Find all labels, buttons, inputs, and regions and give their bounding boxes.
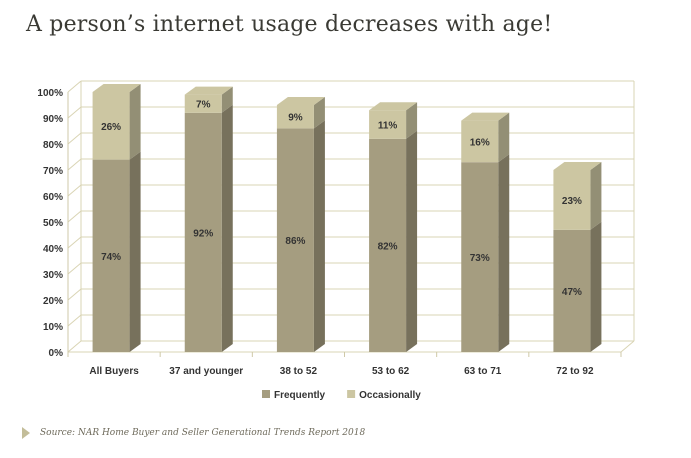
- legend-label-occasionally: Occasionally: [359, 390, 421, 401]
- gridline-depth: [67, 184, 82, 197]
- bar-frequently: [276, 128, 314, 352]
- bar-side-occasionally: [498, 112, 510, 163]
- data-label: 86%: [285, 236, 305, 247]
- bar-occasionally: [461, 120, 499, 163]
- data-label: 74%: [101, 252, 121, 263]
- bar-side-occasionally: [129, 84, 141, 160]
- bar-frequently: [553, 229, 591, 352]
- x-tick-label: 53 to 62: [372, 366, 410, 377]
- bar-side-occasionally: [590, 162, 602, 230]
- bar-top-occasionally: [184, 86, 233, 95]
- floor-right-edge: [620, 340, 635, 353]
- gridline-depth: [67, 236, 82, 249]
- legend-swatch-frequently: [262, 390, 270, 398]
- y-tick-label: 20%: [43, 296, 63, 307]
- bar-side-frequently: [129, 151, 141, 352]
- x-tick-label: 72 to 92: [556, 366, 594, 377]
- gridline-depth: [67, 288, 82, 301]
- bar-occasionally: [553, 170, 591, 230]
- bar-side-frequently: [313, 120, 325, 353]
- bar-occasionally: [276, 105, 314, 129]
- triangle-bullet-icon: [22, 427, 30, 439]
- data-label: 26%: [101, 122, 121, 133]
- data-label: 16%: [470, 137, 490, 148]
- x-tick-label: 63 to 71: [464, 366, 502, 377]
- data-label: 82%: [378, 241, 398, 252]
- bar-side-frequently: [498, 154, 510, 352]
- bar-frequently: [184, 112, 222, 352]
- data-label: 23%: [562, 196, 582, 207]
- chart-title: A person’s internet usage decreases with…: [26, 12, 553, 37]
- data-label: 92%: [193, 228, 213, 239]
- data-label: 9%: [288, 113, 303, 124]
- bar-top-occasionally: [461, 112, 510, 121]
- gridline-depth: [67, 314, 82, 327]
- legend-label-frequently: Frequently: [274, 390, 326, 401]
- gridline-depth: [67, 132, 82, 145]
- y-tick-label: 100%: [37, 88, 63, 99]
- bar-top-occasionally: [369, 102, 418, 111]
- y-tick-label: 50%: [43, 218, 63, 229]
- x-tick-label: 37 and younger: [169, 366, 243, 377]
- x-tick-label: All Buyers: [89, 366, 139, 377]
- gridline-depth: [67, 80, 82, 93]
- y-tick-label: 10%: [43, 322, 63, 333]
- y-tick-label: 90%: [43, 114, 63, 125]
- source-note: Source: NAR Home Buyer and Seller Genera…: [22, 427, 365, 439]
- data-label: 47%: [562, 287, 582, 298]
- source-text: Source: NAR Home Buyer and Seller Genera…: [40, 428, 366, 438]
- bar-occasionally: [184, 94, 222, 113]
- bar-frequently: [369, 138, 407, 352]
- gridline-depth: [67, 106, 82, 119]
- bar-top-occasionally: [276, 97, 325, 105]
- legend-swatch-occasionally: [347, 390, 356, 398]
- y-tick-label: 40%: [43, 244, 63, 255]
- bar-frequently: [461, 162, 499, 352]
- bar-side-occasionally: [313, 97, 325, 129]
- y-tick-label: 70%: [43, 166, 63, 177]
- bar-top-occasionally: [92, 84, 141, 92]
- bar-occasionally: [369, 110, 407, 139]
- bar-side-occasionally: [221, 86, 233, 113]
- gridline-depth: [67, 340, 82, 353]
- y-tick-label: 60%: [43, 192, 63, 203]
- bar-side-frequently: [221, 104, 233, 352]
- y-tick-label: 0%: [49, 348, 64, 359]
- data-label: 7%: [196, 100, 211, 111]
- gridline-depth: [67, 210, 82, 223]
- y-tick-label: 80%: [43, 140, 63, 151]
- bar-frequently: [92, 159, 130, 352]
- gridline-depth: [67, 262, 82, 275]
- y-tick-label: 30%: [43, 270, 63, 281]
- gridline-depth: [67, 158, 82, 171]
- bar-side-frequently: [590, 221, 602, 352]
- data-label: 11%: [378, 121, 398, 132]
- bar-occasionally: [92, 92, 130, 160]
- bar-side-occasionally: [406, 102, 418, 139]
- bar-side-frequently: [406, 130, 418, 352]
- x-tick-label: 38 to 52: [280, 366, 318, 377]
- bar-top-occasionally: [553, 162, 602, 170]
- data-label: 73%: [470, 253, 490, 264]
